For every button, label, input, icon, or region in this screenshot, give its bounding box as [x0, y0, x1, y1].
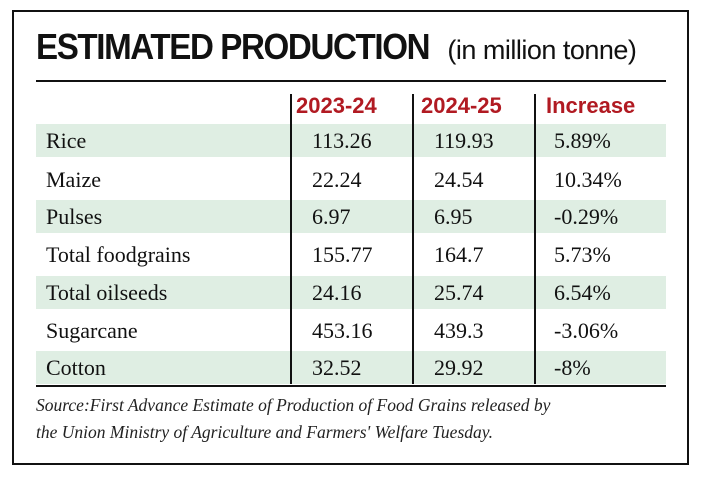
title-main: ESTIMATED PRODUCTION: [36, 26, 431, 67]
column-divider: [290, 94, 292, 384]
value-2023-24: 113.26: [312, 128, 372, 153]
source-line-1: Source:First Advance Estimate of Product…: [36, 395, 551, 415]
row-label: Cotton: [46, 355, 106, 380]
column-divider: [534, 94, 536, 384]
value-2023-24: 6.97: [312, 204, 351, 229]
value-2024-25: 24.54: [434, 167, 484, 192]
row-label: Sugarcane: [46, 318, 138, 343]
value-increase: -3.06%: [554, 318, 619, 343]
value-increase: -8%: [554, 355, 591, 380]
table-row-maize: Maize 22.24 24.54 10.34%: [36, 163, 666, 196]
value-2023-24: 22.24: [312, 167, 362, 192]
value-2023-24: 453.16: [312, 318, 373, 343]
column-header-2023-24: 2023-24: [296, 93, 377, 118]
value-increase: 6.54%: [554, 280, 611, 305]
value-2023-24: 24.16: [312, 280, 362, 305]
table-row-total-oilseeds: Total oilseeds 24.16 25.74 6.54%: [36, 276, 666, 309]
value-increase: -0.29%: [554, 204, 619, 229]
source-line-2: the Union Ministry of Agriculture and Fa…: [36, 422, 493, 442]
row-label: Rice: [46, 128, 87, 153]
value-2024-25: 6.95: [434, 204, 473, 229]
infographic-title: ESTIMATED PRODUCTION (in million tonne): [36, 26, 637, 74]
value-increase: 5.89%: [554, 128, 611, 153]
value-2024-25: 164.7: [434, 242, 484, 267]
table-row-sugarcane: Sugarcane 453.16 439.3 -3.06%: [36, 314, 666, 347]
value-2024-25: 29.92: [434, 355, 484, 380]
infographic-frame: [12, 10, 689, 465]
value-2023-24: 32.52: [312, 355, 362, 380]
column-header-increase: Increase: [546, 93, 636, 118]
row-label: Total foodgrains: [46, 242, 191, 267]
table-row-total-foodgrains: Total foodgrains 155.77 164.7 5.73%: [36, 238, 666, 271]
row-label: Pulses: [46, 204, 103, 229]
value-2024-25: 119.93: [434, 128, 494, 153]
value-2023-24: 155.77: [312, 242, 373, 267]
table-row-pulses: Pulses 6.97 6.95 -0.29%: [36, 200, 666, 233]
column-divider: [412, 94, 414, 384]
row-label: Total oilseeds: [46, 280, 168, 305]
table-bottom-rule: [36, 385, 666, 387]
value-2024-25: 25.74: [434, 280, 484, 305]
title-unit: (in million tonne): [447, 35, 637, 65]
row-label: Maize: [46, 167, 101, 192]
value-increase: 5.73%: [554, 242, 611, 267]
table-row-cotton: Cotton 32.52 29.92 -8%: [36, 351, 666, 384]
title-rule: [36, 80, 666, 82]
column-header-2024-25: 2024-25: [421, 93, 502, 118]
table-row-rice: Rice 113.26 119.93 5.89%: [36, 124, 666, 157]
value-2024-25: 439.3: [434, 318, 484, 343]
source-note: Source:First Advance Estimate of Product…: [36, 392, 666, 446]
value-increase: 10.34%: [554, 167, 622, 192]
